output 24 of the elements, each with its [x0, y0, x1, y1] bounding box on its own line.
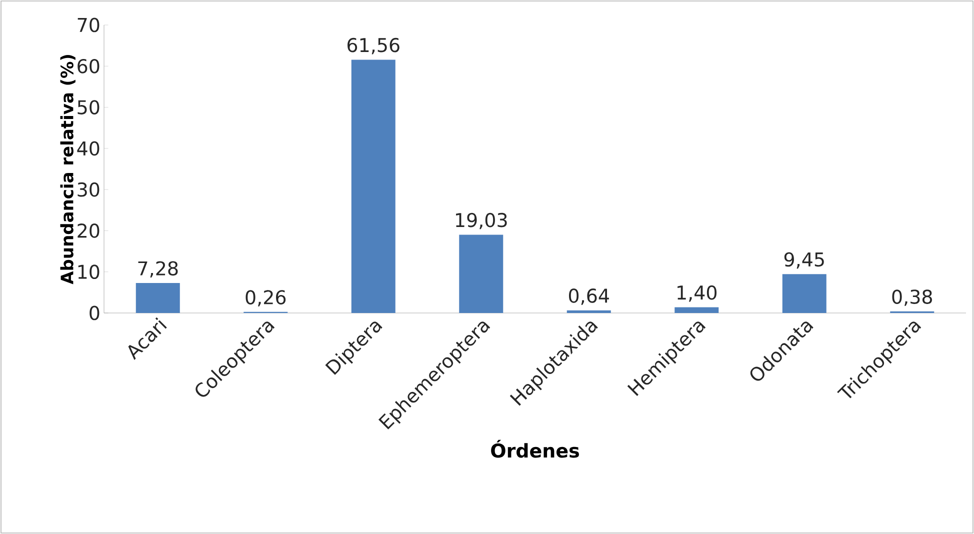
data-label: 0,26: [246, 290, 286, 306]
y-tick-label: 70: [78, 18, 100, 32]
bar: [351, 60, 396, 313]
y-tick-label: 40: [77, 141, 100, 156]
x-axis-title: Órdenes: [491, 440, 579, 458]
data-label: 7,28: [138, 261, 178, 278]
bar: [566, 310, 611, 313]
y-tick-label: 50: [78, 100, 100, 114]
y-tick-label: 20: [78, 224, 100, 238]
data-label: 0,38: [892, 290, 932, 306]
data-label: 61,56: [348, 38, 400, 54]
bar: [459, 234, 504, 313]
data-label: 19,03: [456, 212, 507, 230]
y-tick-label: 30: [78, 182, 100, 197]
data-label: 0,64: [568, 288, 609, 305]
y-tick-label: 0: [90, 306, 100, 320]
y-axis-title: Abundancia relativa (%): [60, 55, 76, 284]
bar: [674, 307, 719, 313]
y-tick-label: 60: [78, 58, 100, 74]
data-label: 9,45: [784, 252, 824, 269]
y-tick-label: 10: [78, 264, 100, 280]
bar: [782, 274, 826, 313]
bar: [136, 283, 180, 313]
data-label: 1,40: [678, 285, 717, 302]
